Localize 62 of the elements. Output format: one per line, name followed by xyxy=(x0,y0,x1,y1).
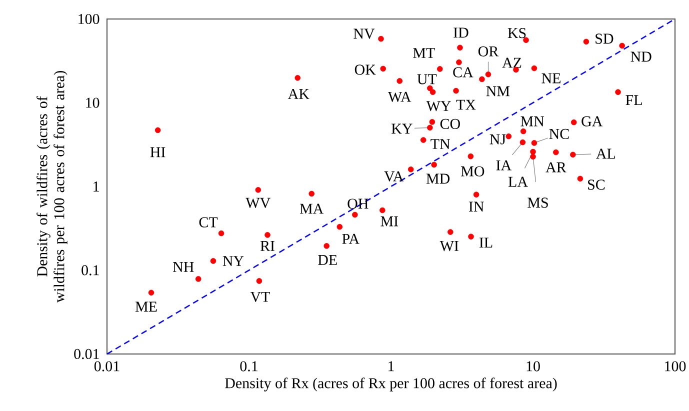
annotation: UT xyxy=(417,74,437,84)
annotation: IL xyxy=(479,238,492,248)
x-tick-label: 100 xyxy=(665,361,686,372)
annotation: LA xyxy=(508,176,528,187)
annotation: VA xyxy=(384,171,404,182)
annotation: WV xyxy=(246,198,270,208)
annotation: NM xyxy=(486,86,510,96)
annotation: GA xyxy=(582,116,603,126)
annotation: KS xyxy=(508,28,526,38)
y-tick-label: 1 xyxy=(94,182,99,192)
annotation: OH xyxy=(348,198,368,209)
annotation: MT xyxy=(413,48,435,58)
annotation: HI xyxy=(150,147,166,158)
annotation: TN xyxy=(430,139,450,149)
annotation: SC xyxy=(588,180,605,190)
annotation: AL xyxy=(596,148,615,159)
annotation: CT xyxy=(199,217,218,228)
x-tick-label: 0.1 xyxy=(240,361,258,372)
annotation: CA xyxy=(453,67,474,78)
annotation: RI xyxy=(260,241,274,251)
annotation: PA xyxy=(342,234,360,244)
annotation: AZ xyxy=(502,58,522,68)
annotation: NE xyxy=(542,73,560,84)
annotation: AK xyxy=(288,88,310,99)
annotation: IN xyxy=(468,202,484,212)
annotation: WY xyxy=(426,101,451,112)
annotation: DE xyxy=(318,255,337,265)
y-axis-title: Density of wildfires (acres of wildfires per 100 acres of forest area) xyxy=(36,70,68,303)
x-tick-label: 10 xyxy=(526,361,540,372)
annotation: ND xyxy=(630,52,652,62)
x-axis-title: Density of Rx (acres of Rx per 100 acres of forest area) xyxy=(225,378,557,392)
y-tick-label: 0.1 xyxy=(82,265,99,276)
annotation: NH xyxy=(172,262,194,272)
y-tick-label: 100 xyxy=(78,14,100,24)
annotation: MD xyxy=(426,174,450,184)
annotation: FL xyxy=(626,95,642,106)
annotation: ME xyxy=(135,302,157,312)
annotation: IA xyxy=(496,160,512,170)
annotation: OK xyxy=(354,64,376,75)
annotation: KY xyxy=(392,124,412,134)
y-tick-label: 10 xyxy=(86,98,100,108)
annotation: WI xyxy=(440,241,458,252)
annotation: ID xyxy=(454,28,468,38)
annotation: MN xyxy=(520,116,544,126)
annotation: NJ xyxy=(490,134,506,144)
annotation: AR xyxy=(546,162,566,172)
annotation: CO xyxy=(440,118,460,129)
annotation: SD xyxy=(596,34,614,44)
annotation: MI xyxy=(380,216,398,226)
x-tick-label: 0.01 xyxy=(94,361,120,372)
annotation: OR xyxy=(478,46,499,56)
annotation: MS xyxy=(528,198,548,208)
x-tick-label: 1 xyxy=(388,361,394,372)
y-tick-label: 0.01 xyxy=(74,348,99,360)
annotation: NC xyxy=(549,128,569,139)
annotation: NY xyxy=(222,256,244,266)
annotation: TX xyxy=(456,100,476,110)
annotation: NV xyxy=(354,28,375,39)
annotation: VT xyxy=(250,292,270,302)
annotation: WA xyxy=(388,92,412,102)
annotation: MO xyxy=(461,166,484,176)
annotation: MA xyxy=(300,204,324,214)
